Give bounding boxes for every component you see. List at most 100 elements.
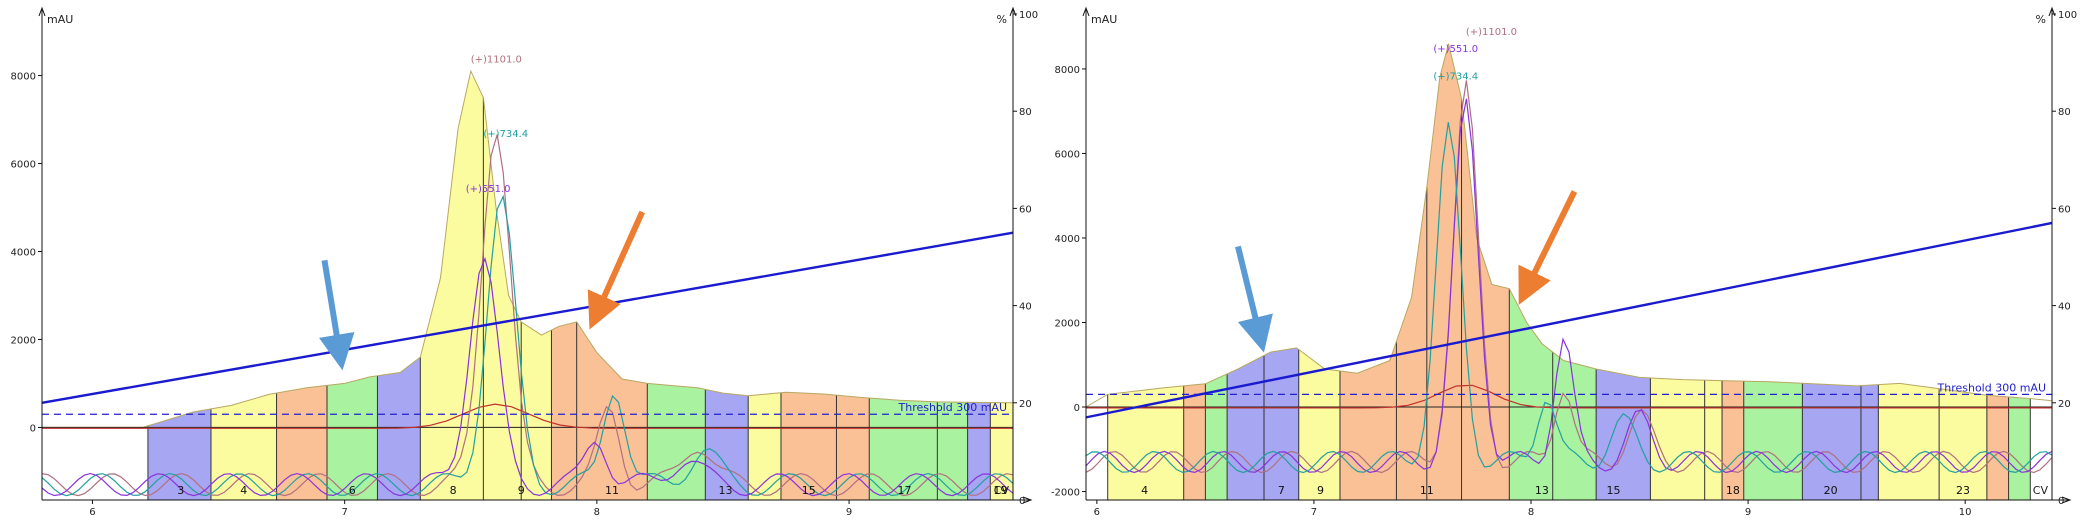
fraction-label: 8 xyxy=(450,484,457,497)
fraction-label: 11 xyxy=(1420,484,1434,497)
fraction-area xyxy=(211,393,277,500)
ms-peak-label: (+)734.4 xyxy=(1433,72,1478,83)
ms-peak-label: (+)734.4 xyxy=(483,129,528,140)
y-tick-label: 0 xyxy=(1074,403,1080,414)
orange-arrow xyxy=(587,210,645,330)
fraction-area xyxy=(1461,98,1510,500)
y-axis-label: mAU xyxy=(47,13,73,26)
ms-trace xyxy=(41,194,1014,497)
x-tick-label: 9 xyxy=(846,507,852,518)
fraction-area xyxy=(1264,347,1299,500)
fraction-area xyxy=(1596,369,1651,500)
blue-arrow xyxy=(318,259,355,371)
y-tick-label: 6000 xyxy=(1055,149,1080,160)
blue-arrow xyxy=(1235,245,1273,353)
fraction-area xyxy=(647,383,706,500)
fraction-label: 13 xyxy=(1535,484,1549,497)
y-tick-label: 4000 xyxy=(11,248,36,259)
y2-tick-label: 60 xyxy=(2058,204,2071,215)
fraction-area xyxy=(781,392,837,500)
ms-trace xyxy=(41,256,1014,497)
fraction-area xyxy=(521,321,552,500)
fraction-label: 4 xyxy=(1141,484,1148,497)
x-axis-label: CV xyxy=(2033,484,2049,497)
x-axis-arrow xyxy=(2061,496,2072,504)
y2-axis-label: % xyxy=(997,13,1007,26)
uv-trace-line xyxy=(42,69,1014,428)
fraction-area xyxy=(483,97,522,500)
fraction-label: 4 xyxy=(240,484,247,497)
ms-trace xyxy=(1085,98,2053,474)
y2-tick-label: 40 xyxy=(2058,302,2071,313)
fraction-label: 13 xyxy=(718,484,732,497)
y-tick-label: -2000 xyxy=(1051,488,1080,499)
fraction-area xyxy=(1298,349,1340,500)
y-axis-arrow xyxy=(1082,6,1090,17)
y2-axis-arrow xyxy=(2048,6,2056,17)
y-axis-label: mAU xyxy=(1091,13,1117,26)
y2-tick-label: 0 xyxy=(1019,496,1025,507)
fraction-label: 15 xyxy=(802,484,816,497)
fraction-label: 6 xyxy=(349,484,356,497)
fraction-area xyxy=(420,75,484,501)
y2-tick-label: 0 xyxy=(2058,496,2064,507)
ms-trace xyxy=(1085,80,2053,474)
fraction-areas xyxy=(147,75,1014,501)
fraction-area xyxy=(1802,383,1861,500)
y-tick-label: 0 xyxy=(30,423,36,434)
y2-tick-label: 80 xyxy=(2058,107,2071,118)
y-tick-label: 8000 xyxy=(11,72,36,83)
fraction-area xyxy=(1426,46,1462,500)
y2-tick-label: 20 xyxy=(1019,399,1032,410)
y2-axis-arrow xyxy=(1009,6,1017,17)
conductivity-trace xyxy=(42,403,1013,429)
x-axis-arrow xyxy=(1022,496,1033,504)
fraction-area xyxy=(1650,378,1705,500)
fraction-area xyxy=(1878,383,1940,500)
fraction-area xyxy=(2008,396,2031,500)
threshold-label: Threshold 300 mAU xyxy=(1937,381,2047,394)
fraction-area xyxy=(1722,380,1744,500)
y2-tick-label: 100 xyxy=(2058,10,2077,21)
fraction-area xyxy=(967,402,991,500)
y-tick-label: 4000 xyxy=(1055,234,1080,245)
x-tick-label: 6 xyxy=(1094,507,1100,518)
conductivity-trace xyxy=(1086,384,2052,409)
fraction-area xyxy=(327,375,378,500)
orange-arrow xyxy=(1518,190,1578,305)
fraction-area xyxy=(1227,355,1264,500)
x-tick-label: 7 xyxy=(341,507,347,518)
fraction-area xyxy=(1340,341,1397,500)
y2-tick-label: 100 xyxy=(1019,10,1038,21)
fraction-label: 17 xyxy=(898,484,912,497)
ms-peak-label: (+)551.0 xyxy=(1433,44,1478,55)
y2-tick-label: 60 xyxy=(1019,204,1032,215)
fraction-label: 9 xyxy=(518,484,525,497)
fraction-area xyxy=(1704,380,1722,500)
fraction-area xyxy=(1396,187,1427,501)
x-axis-label: CV xyxy=(994,484,1010,497)
fraction-area xyxy=(147,409,211,500)
threshold-label: Threshold 300 mAU xyxy=(898,401,1008,414)
fraction-label: 23 xyxy=(1956,484,1970,497)
fraction-area xyxy=(1552,352,1597,500)
fraction-areas xyxy=(1107,46,2031,501)
fraction-area xyxy=(551,321,577,500)
fraction-area xyxy=(576,321,648,500)
fraction-area xyxy=(937,401,968,500)
fraction-area xyxy=(990,402,1013,500)
y-tick-label: 8000 xyxy=(1055,65,1080,76)
chromatogram-panel-1: Threshold 300 mAU mAU % CV 0 2000 4000 6000 8000… xyxy=(11,6,1038,518)
fraction-label: 15 xyxy=(1607,484,1621,497)
fraction-area xyxy=(1986,395,2009,500)
y2-tick-label: 40 xyxy=(1019,302,1032,313)
gradient-line xyxy=(41,231,1014,404)
fraction-label: 3 xyxy=(177,484,184,497)
fraction-label: 7 xyxy=(1278,484,1285,497)
fraction-label: 11 xyxy=(605,484,619,497)
y-tick-label: 6000 xyxy=(11,160,36,171)
ms-trace xyxy=(41,134,1014,497)
